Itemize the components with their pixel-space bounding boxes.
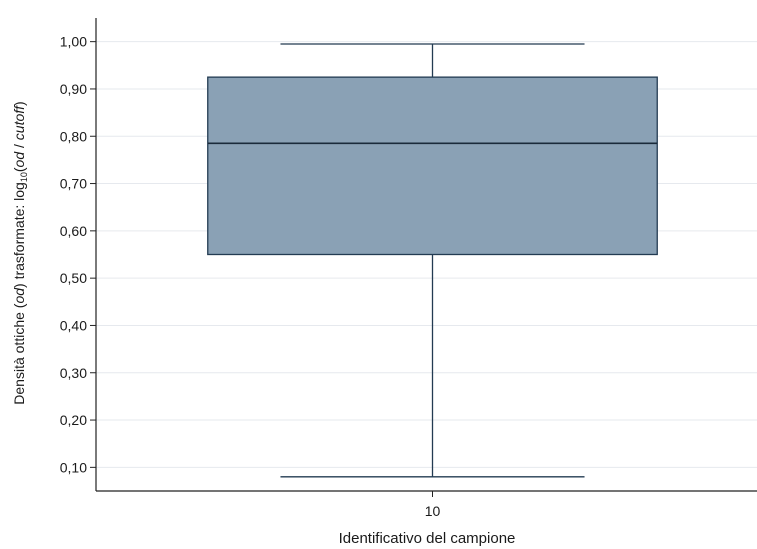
y-axis-title-middle: ) trasformate: log	[11, 182, 27, 288]
y-tick-label: 0,70	[60, 176, 87, 192]
y-axis-title-od: od	[11, 287, 27, 304]
y-tick-labels: 0,10 0,20 0,30 0,40 0,50 0,60 0,70 0,80 0,90 1,00	[60, 34, 87, 476]
y-tick-label: 0,80	[60, 128, 87, 144]
x-tick-label: 10	[425, 503, 441, 519]
x-tick-labels: 10	[425, 503, 441, 519]
y-axis-title-paren-open: (	[11, 167, 27, 172]
y-tick-label: 0,30	[60, 365, 87, 381]
y-tick-label: 0,50	[60, 270, 87, 286]
iqr-box	[207, 76, 658, 256]
axes	[90, 18, 757, 497]
y-tick-label: 0,10	[60, 459, 87, 475]
y-tick-label: 0,60	[60, 223, 87, 239]
y-axis-title-paren-close: )	[11, 101, 27, 106]
y-axis-title-cutoff: cutoff	[11, 104, 27, 140]
box-plot-layer	[207, 43, 658, 478]
y-tick-label: 0,90	[60, 81, 87, 97]
y-axis-title-slash: /	[11, 140, 27, 152]
y-axis-title: Densità ottiche (od) trasformate: log10(…	[11, 101, 29, 404]
y-axis-title-prefix: Densità ottiche (	[11, 303, 27, 404]
y-tick-label: 0,20	[60, 412, 87, 428]
y-tick-label: 0,40	[60, 317, 87, 333]
y-axis-title-od-2: od	[11, 151, 27, 168]
x-axis-title: Identificativo del campione	[339, 530, 516, 547]
y-tick-label: 1,00	[60, 34, 87, 50]
y-axis-title-subscript: 10	[19, 172, 29, 182]
